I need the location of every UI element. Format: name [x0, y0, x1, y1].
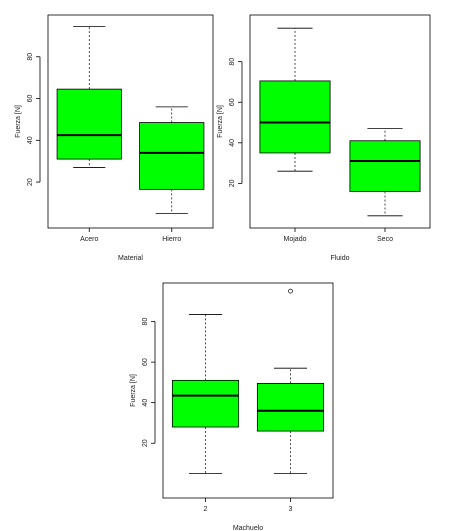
x-axis-label: Machuelo [233, 525, 263, 531]
x-axis-label: Material [118, 255, 143, 262]
plot-frame [47, 14, 214, 229]
x-tick-label: Acero [80, 236, 98, 243]
box [259, 80, 331, 154]
box [171, 379, 240, 428]
outlier [288, 288, 293, 294]
y-tick-label: 80 [229, 58, 236, 66]
x-tick-label: 3 [289, 506, 293, 513]
y-tick-label: 40 [27, 136, 34, 144]
box [256, 383, 325, 432]
x-tick-label: Mojado [284, 236, 307, 243]
y-axis-label: Fuerza [N] [217, 105, 224, 138]
y-tick-label: 20 [229, 179, 236, 187]
y-tick-label: 60 [27, 95, 34, 103]
y-tick-label: 80 [27, 53, 34, 61]
x-tick-label: Hierro [162, 236, 181, 243]
y-tick-label: 80 [142, 318, 149, 326]
y-tick-label: 40 [229, 139, 236, 147]
box [56, 88, 122, 160]
y-tick-label: 60 [142, 358, 149, 366]
box [139, 122, 205, 190]
x-axis-label: Fluido [330, 255, 349, 262]
y-tick-label: 60 [229, 98, 236, 106]
y-tick-label: 40 [142, 399, 149, 407]
y-tick-label: 20 [142, 439, 149, 447]
box [349, 140, 421, 192]
plot-frame [249, 14, 431, 229]
y-tick-label: 20 [27, 178, 34, 186]
plot-frame [162, 282, 334, 499]
y-axis-label: Fuerza [N] [15, 105, 22, 138]
y-axis-label: Fuerza [N] [130, 374, 137, 407]
x-tick-label: Seco [377, 236, 393, 243]
x-tick-label: 2 [204, 506, 208, 513]
